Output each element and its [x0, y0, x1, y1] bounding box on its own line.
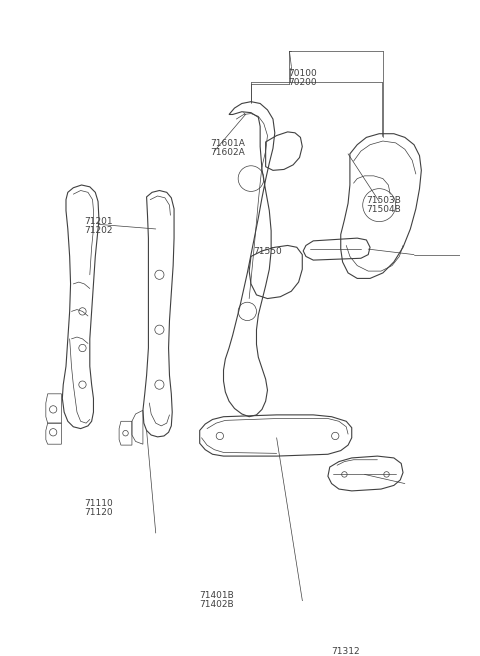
Text: 71120: 71120 — [84, 508, 113, 518]
Text: 71201: 71201 — [84, 217, 113, 226]
Text: 71503B: 71503B — [366, 196, 401, 205]
Text: 70200: 70200 — [288, 78, 317, 87]
Text: 71202: 71202 — [84, 226, 113, 236]
Text: 71312: 71312 — [332, 647, 360, 655]
Text: 71110: 71110 — [84, 499, 113, 508]
Text: 71402B: 71402B — [200, 600, 234, 609]
Text: 71504B: 71504B — [366, 205, 401, 214]
Text: 71550: 71550 — [253, 247, 282, 256]
Text: 71401B: 71401B — [200, 590, 234, 600]
Text: 71601A: 71601A — [210, 139, 245, 148]
Text: 71602A: 71602A — [210, 148, 244, 157]
Text: 70100: 70100 — [288, 69, 317, 77]
